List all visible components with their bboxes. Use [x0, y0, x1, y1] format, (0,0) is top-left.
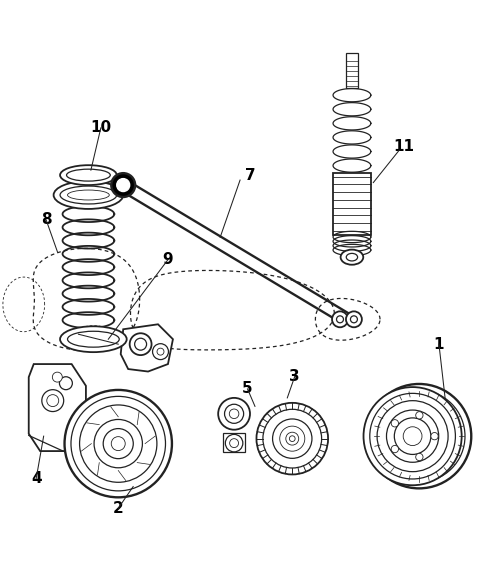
Text: 4: 4	[31, 471, 42, 486]
Circle shape	[60, 377, 72, 390]
Circle shape	[152, 344, 168, 359]
Circle shape	[272, 419, 312, 459]
Circle shape	[52, 372, 62, 382]
Circle shape	[256, 403, 328, 475]
Polygon shape	[28, 364, 86, 451]
Circle shape	[416, 412, 423, 419]
Circle shape	[391, 445, 398, 453]
Circle shape	[226, 435, 243, 452]
Circle shape	[364, 387, 462, 485]
Circle shape	[94, 420, 142, 468]
Circle shape	[386, 410, 438, 462]
Circle shape	[346, 311, 362, 327]
Ellipse shape	[340, 250, 363, 265]
Text: 1: 1	[434, 337, 444, 352]
Bar	[333, 173, 371, 235]
Circle shape	[218, 398, 250, 430]
Ellipse shape	[54, 181, 123, 209]
Circle shape	[64, 390, 172, 497]
Circle shape	[367, 384, 472, 488]
Ellipse shape	[60, 165, 116, 185]
Circle shape	[332, 311, 348, 327]
Circle shape	[286, 432, 298, 445]
Circle shape	[116, 179, 130, 192]
Bar	[346, 53, 358, 88]
Text: 2: 2	[113, 501, 124, 516]
Circle shape	[391, 420, 398, 427]
Text: 7: 7	[244, 168, 256, 183]
Ellipse shape	[60, 326, 126, 352]
Text: 10: 10	[90, 121, 112, 135]
Circle shape	[42, 390, 64, 412]
Text: 5: 5	[242, 382, 253, 397]
Text: 3: 3	[290, 369, 300, 384]
Text: 11: 11	[394, 139, 414, 154]
Text: 9: 9	[162, 252, 173, 267]
Text: 8: 8	[41, 212, 51, 227]
Circle shape	[431, 433, 438, 440]
Text: 6: 6	[73, 327, 84, 342]
Circle shape	[416, 453, 423, 461]
Circle shape	[130, 333, 152, 355]
Circle shape	[112, 173, 135, 197]
Bar	[223, 433, 245, 452]
Polygon shape	[120, 324, 173, 371]
